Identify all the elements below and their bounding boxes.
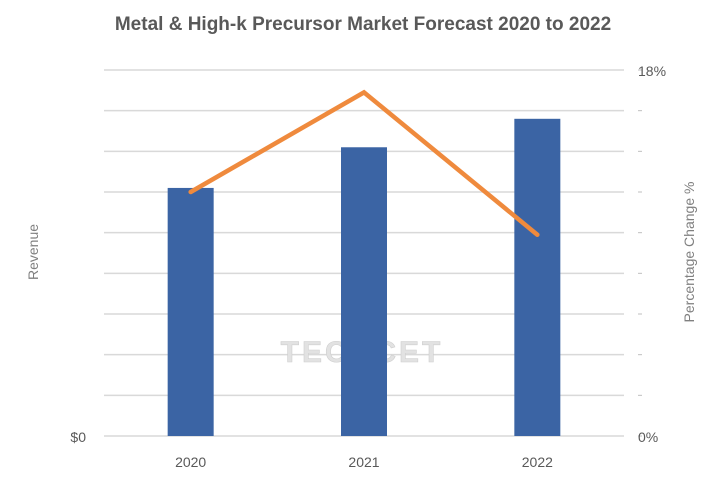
x-tick-label: 2020 <box>175 454 206 470</box>
axes: Revenue Percentage Change % $0 0% 18% <box>25 63 697 445</box>
x-axis-labels: 2020 2021 2022 <box>175 454 553 470</box>
bar <box>514 118 561 437</box>
y2-tick-label-max: 18% <box>638 63 666 79</box>
y-tick-label: $0 <box>70 429 86 445</box>
chart-title: Metal & High-k Precursor Market Forecast… <box>114 14 612 35</box>
y2-axis-title: Percentage Change % <box>681 182 697 323</box>
bar-series <box>167 118 561 437</box>
x-tick-label: 2022 <box>522 454 553 470</box>
line-series <box>188 89 540 237</box>
bar <box>341 147 387 436</box>
y-axis-title: Revenue <box>25 224 41 280</box>
x-tick-label: 2021 <box>348 454 379 470</box>
y2-tick-label-min: 0% <box>638 429 658 445</box>
bar <box>167 187 214 436</box>
